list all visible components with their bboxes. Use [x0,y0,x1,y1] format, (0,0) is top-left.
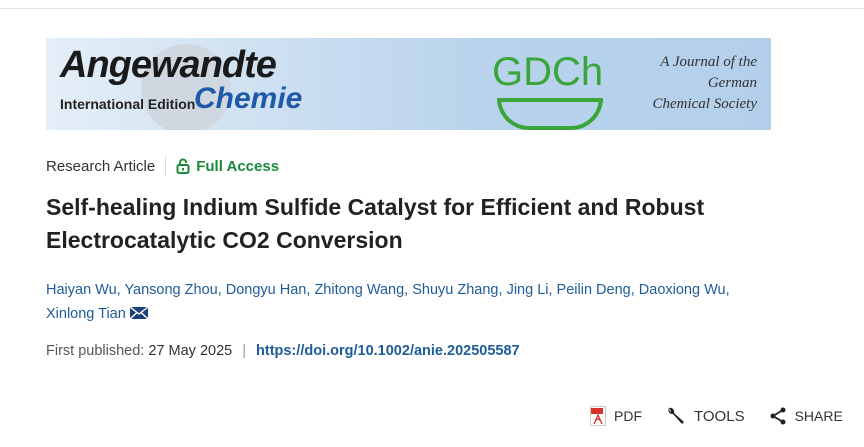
author-link[interactable]: Jing Li [506,282,549,298]
society-line: A Journal of the [660,54,757,70]
share-icon [770,407,786,425]
tools-label: TOOLS [694,407,745,425]
society-line: Chemical Society [652,96,757,112]
journal-banner[interactable]: Angewandte International Edition Chemie … [46,38,771,130]
author-link[interactable]: Peilin Deng [556,282,631,298]
author-link[interactable]: Shuyu Zhang [412,282,499,298]
published-label: First published: [46,343,145,359]
society-text: A Journal of the German Chemical Society [652,52,757,115]
pdf-button[interactable]: PDF [590,406,642,426]
pdf-icon [590,406,606,426]
journal-name: Angewandte [60,44,277,86]
pdf-label: PDF [614,408,642,424]
article-meta: Research Article Full Access [46,156,279,176]
article-title: Self-healing Indium Sulfide Catalyst for… [46,194,705,253]
share-button[interactable]: SHARE [769,407,843,425]
logo-circle [141,44,231,130]
top-divider [0,0,864,9]
access-badge: Full Access [196,157,280,175]
edition-label: International Edition [60,96,196,112]
author-link[interactable]: Haiyan Wu [46,282,117,298]
envelope-icon[interactable] [129,306,149,320]
author-link[interactable]: Zhitong Wang [314,282,405,298]
society-line: German [707,75,757,91]
author-list: Haiyan Wu, Yansong Zhou, Dongyu Han, Zhi… [46,282,730,322]
doi-link[interactable]: https://doi.org/10.1002/anie.202505587 [256,343,520,359]
author-link[interactable]: Xinlong Tian [46,306,126,322]
wrench-icon [668,407,684,424]
publication-info: First published: 27 May 2025 | https://d… [46,343,520,359]
tools-button[interactable]: TOOLS [666,406,745,426]
author-link[interactable]: Daoxiong Wu [638,282,726,298]
unlock-icon [176,158,190,174]
article-toolbar: PDF TOOLS SHARE [590,406,861,426]
share-label: SHARE [794,408,843,424]
gdch-logo: GDCh [492,50,604,94]
author-link[interactable]: Yansong Zhou [124,282,218,298]
gdch-bowl-icon [497,98,603,130]
author-link[interactable]: Dongyu Han [225,282,307,298]
journal-subtitle: Chemie [194,82,303,115]
article-type: Research Article [46,157,156,175]
published-date: 27 May 2025 [148,343,233,359]
divider [165,156,167,176]
